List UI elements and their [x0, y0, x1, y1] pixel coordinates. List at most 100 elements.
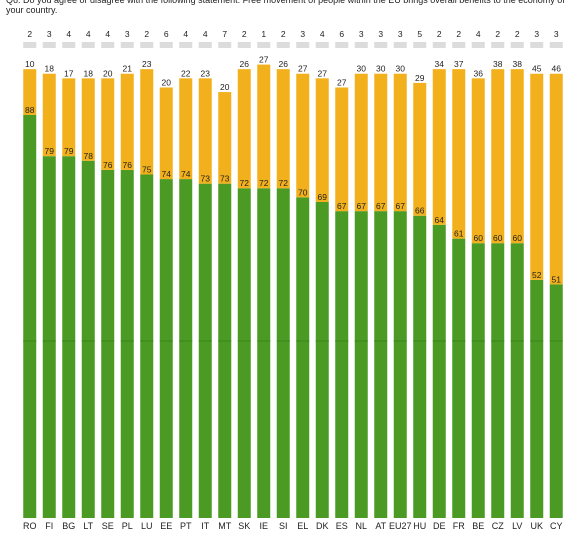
bar-disagree-cy — [549, 73, 563, 285]
category-label-be: BE — [472, 521, 484, 531]
bar-agree-hu — [413, 215, 427, 518]
bar-dontknow-de — [432, 42, 446, 48]
label-dontknow-cy: 3 — [554, 29, 559, 39]
category-label-el: EL — [297, 521, 308, 531]
label-dontknow-es: 6 — [339, 29, 344, 39]
bar-dontknow-si — [276, 42, 290, 48]
bar-shade-es — [335, 340, 349, 342]
bar-dontknow-eu27 — [393, 42, 407, 48]
bar-disagree-at — [374, 73, 388, 212]
label-agree-lu: 75 — [142, 165, 152, 175]
bar-dontknow-sk — [237, 42, 251, 48]
bar-disagree-pt — [179, 78, 193, 180]
category-label-cz: CZ — [492, 521, 504, 531]
bar-dontknow-se — [101, 42, 115, 48]
bar-dontknow-at — [374, 42, 388, 48]
bar-agree-uk — [530, 279, 544, 518]
label-agree-de: 64 — [435, 215, 445, 225]
label-dontknow-si: 2 — [281, 29, 286, 39]
bar-dontknow-ee — [159, 42, 173, 48]
label-agree-es: 67 — [337, 201, 347, 211]
label-disagree-nl: 30 — [357, 64, 367, 74]
label-agree-ee: 74 — [162, 169, 172, 179]
bar-shade-it — [198, 340, 212, 342]
category-label-pl: PL — [122, 521, 133, 531]
labels-group: 2108831879417794187842076321762237562074… — [25, 29, 561, 284]
category-label-lv: LV — [512, 521, 522, 531]
bar-dontknow-lu — [140, 42, 154, 48]
category-label-ee: EE — [160, 521, 172, 531]
label-agree-lt: 78 — [84, 151, 94, 161]
label-disagree-pl: 21 — [123, 64, 133, 74]
bar-dontknow-uk — [530, 42, 544, 48]
bar-dontknow-dk — [315, 42, 329, 48]
label-agree-mt: 73 — [220, 174, 230, 184]
bar-shade-cy — [549, 340, 563, 342]
category-label-eu27: EU27 — [389, 521, 412, 531]
bar-dontknow-bg — [62, 42, 76, 48]
label-disagree-hu: 29 — [415, 73, 425, 83]
label-agree-cy: 51 — [552, 274, 562, 284]
label-agree-ro: 88 — [25, 105, 35, 115]
bar-agree-lv — [510, 243, 524, 518]
label-dontknow-pt: 4 — [183, 29, 188, 39]
category-label-lu: LU — [141, 521, 153, 531]
bar-dontknow-el — [296, 42, 310, 48]
label-dontknow-it: 4 — [203, 29, 208, 39]
label-disagree-mt: 20 — [220, 82, 230, 92]
bar-dontknow-ro — [23, 42, 37, 48]
bar-dontknow-lv — [510, 42, 524, 48]
label-disagree-pt: 22 — [181, 68, 191, 78]
bar-disagree-nl — [354, 73, 368, 212]
bar-disagree-ie — [257, 64, 271, 189]
label-disagree-si: 26 — [279, 59, 289, 69]
bar-shade-si — [276, 340, 290, 342]
label-dontknow-eu27: 3 — [398, 29, 403, 39]
bar-disagree-mt — [218, 92, 232, 184]
label-disagree-sk: 26 — [240, 59, 250, 69]
category-labels-group: RO FI BG LT SE PL LU EE PT IT MT SK IE SI EL DK ES NL AT EU… — [23, 521, 563, 531]
label-agree-el: 70 — [298, 187, 308, 197]
label-agree-fi: 79 — [45, 146, 55, 156]
label-disagree-ie: 27 — [259, 55, 269, 65]
bar-disagree-el — [296, 73, 310, 198]
category-label-at: AT — [375, 521, 386, 531]
bar-shade-at — [374, 340, 388, 342]
bar-shade-sk — [237, 340, 251, 342]
label-disagree-lv: 38 — [513, 59, 523, 69]
bar-agree-be — [471, 243, 485, 518]
bar-agree-lt — [81, 160, 95, 518]
label-disagree-dk: 27 — [318, 68, 328, 78]
label-agree-si: 72 — [279, 178, 289, 188]
label-agree-at: 67 — [376, 201, 386, 211]
label-dontknow-lu: 2 — [144, 29, 149, 39]
bar-shade-mt — [218, 340, 232, 342]
label-disagree-it: 23 — [201, 68, 211, 78]
bar-shade-pl — [120, 340, 134, 342]
label-disagree-ro: 10 — [25, 59, 35, 69]
category-label-dk: DK — [316, 521, 329, 531]
bar-agree-dk — [315, 201, 329, 519]
bar-shade-el — [296, 340, 310, 342]
bars-group — [23, 42, 563, 519]
bar-dontknow-es — [335, 42, 349, 48]
bar-agree-cy — [549, 284, 563, 518]
label-agree-cz: 60 — [493, 233, 503, 243]
category-label-sk: SK — [238, 521, 250, 531]
label-dontknow-dk: 4 — [320, 29, 325, 39]
category-label-hu: HU — [413, 521, 426, 531]
label-dontknow-be: 4 — [476, 29, 481, 39]
label-dontknow-ro: 2 — [27, 29, 32, 39]
bar-dontknow-it — [198, 42, 212, 48]
bar-dontknow-cz — [491, 42, 505, 48]
bar-agree-eu27 — [393, 211, 407, 518]
bar-agree-de — [432, 224, 446, 518]
bar-shade-hu — [413, 340, 427, 342]
bar-agree-se — [101, 169, 115, 519]
label-disagree-de: 34 — [435, 59, 445, 69]
label-disagree-at: 30 — [376, 64, 386, 74]
bar-dontknow-fi — [42, 42, 56, 48]
bar-agree-bg — [62, 156, 76, 518]
bar-shade-nl — [354, 340, 368, 342]
